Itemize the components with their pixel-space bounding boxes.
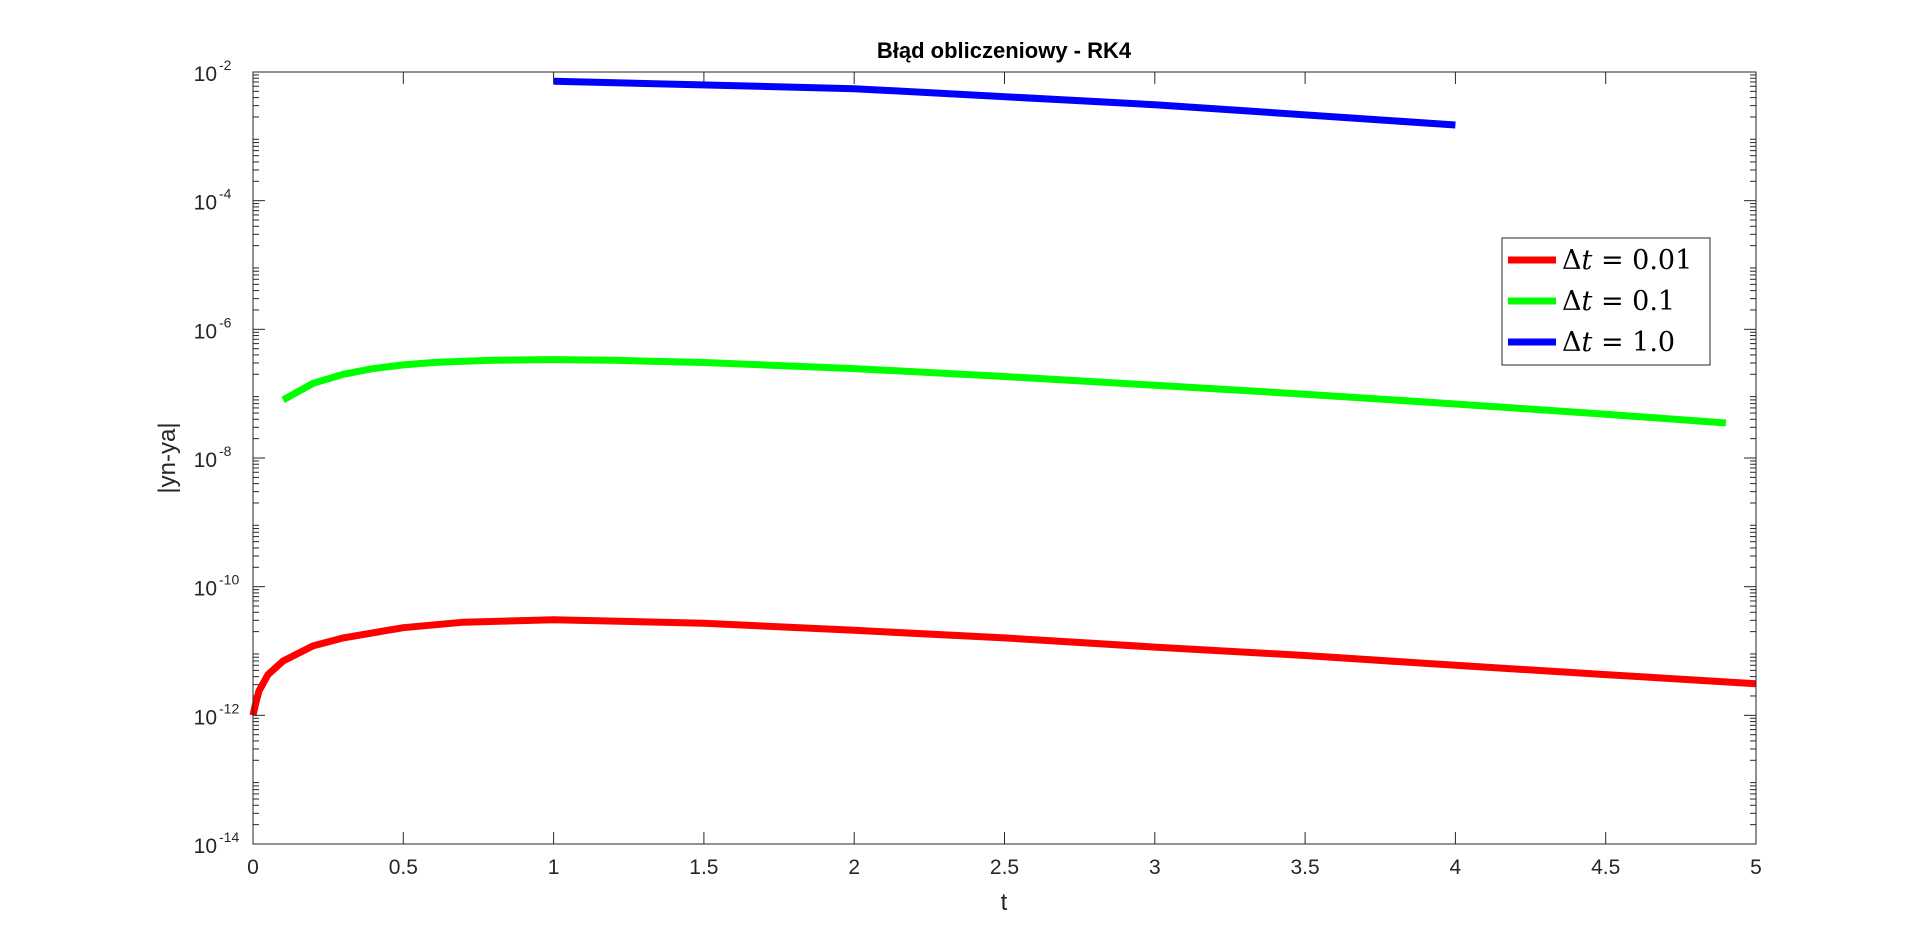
delta-symbol: Δ bbox=[1562, 286, 1582, 317]
x-tick-label: 5 bbox=[1750, 856, 1762, 879]
y-tick-base: 10 bbox=[194, 63, 217, 86]
x-tick-label: 4 bbox=[1450, 856, 1462, 879]
legend-var: t bbox=[1582, 245, 1593, 276]
y-tick-base: 10 bbox=[194, 192, 217, 215]
y-tick-base: 10 bbox=[194, 320, 217, 343]
y-tick-exp: -10 bbox=[219, 572, 239, 588]
delta-symbol: Δ bbox=[1562, 245, 1582, 276]
y-tick-base: 10 bbox=[194, 706, 217, 729]
legend-var: t bbox=[1582, 286, 1593, 317]
y-tick-exp: -4 bbox=[219, 186, 232, 202]
series-line-0 bbox=[249, 616, 1757, 717]
x-tick-label: 2.5 bbox=[990, 856, 1019, 879]
legend-entry: Δt = 1.0 bbox=[1508, 327, 1675, 358]
y-tick-label: 10 -14 bbox=[194, 829, 240, 858]
minor-ticks bbox=[253, 74, 1756, 826]
y-tick-exp: -8 bbox=[219, 443, 232, 459]
x-tick-label: 1.5 bbox=[689, 856, 718, 879]
x-tick-label: 0.5 bbox=[389, 856, 418, 879]
y-tick-exp: -14 bbox=[219, 829, 239, 845]
x-tick-label: 0 bbox=[247, 856, 259, 879]
chart-title: Błąd obliczeniowy - RK4 bbox=[877, 38, 1132, 63]
legend-label: Δt = 1.0 bbox=[1562, 327, 1675, 358]
legend-entry: Δt = 0.1 bbox=[1508, 286, 1675, 317]
x-tick-label: 2 bbox=[848, 856, 860, 879]
legend-value: = 0.1 bbox=[1592, 286, 1675, 317]
y-tick-label: 10 -6 bbox=[194, 314, 232, 343]
y-axis-label: |yn-ya| bbox=[154, 422, 181, 493]
y-tick-exp: -6 bbox=[219, 314, 232, 330]
y-tick-exp: -12 bbox=[219, 700, 239, 716]
legend-label: Δt = 0.1 bbox=[1562, 286, 1675, 317]
legend-label: Δt = 0.01 bbox=[1562, 245, 1692, 276]
legend-value: = 0.01 bbox=[1592, 245, 1692, 276]
plot-background bbox=[253, 72, 1756, 844]
y-tick-label: 10 -12 bbox=[194, 700, 240, 729]
legend: Δt = 0.01 Δt = 0.1 Δt = 1.0 bbox=[1501, 237, 1711, 366]
y-tick-label: 10 -10 bbox=[194, 572, 240, 601]
y-tick-base: 10 bbox=[194, 449, 217, 472]
x-tick-label: 3 bbox=[1149, 856, 1161, 879]
series-line-1 bbox=[281, 356, 1727, 427]
y-tick-label: 10 -4 bbox=[194, 186, 232, 215]
x-tick-label: 4.5 bbox=[1591, 856, 1620, 879]
x-tick-label: 3.5 bbox=[1290, 856, 1319, 879]
y-tick-base: 10 bbox=[194, 578, 217, 601]
series-line-2 bbox=[553, 77, 1456, 129]
x-axis-label: t bbox=[1001, 889, 1008, 916]
y-tick-label: 10 -2 bbox=[194, 57, 232, 86]
legend-value: = 1.0 bbox=[1592, 327, 1675, 358]
series-layer bbox=[249, 77, 1757, 717]
y-tick-label: 10 -8 bbox=[194, 443, 232, 472]
y-tick-base: 10 bbox=[194, 835, 217, 858]
delta-symbol: Δ bbox=[1562, 327, 1582, 358]
x-tick-labels: 0 0.5 1 1.5 2 2.5 3 3.5 4 4.5 5 bbox=[247, 856, 1762, 879]
legend-entry: Δt = 0.01 bbox=[1508, 245, 1692, 276]
major-ticks bbox=[252, 71, 1757, 845]
legend-var: t bbox=[1582, 327, 1593, 358]
y-tick-exp: -2 bbox=[219, 57, 232, 73]
x-tick-label: 1 bbox=[548, 856, 560, 879]
